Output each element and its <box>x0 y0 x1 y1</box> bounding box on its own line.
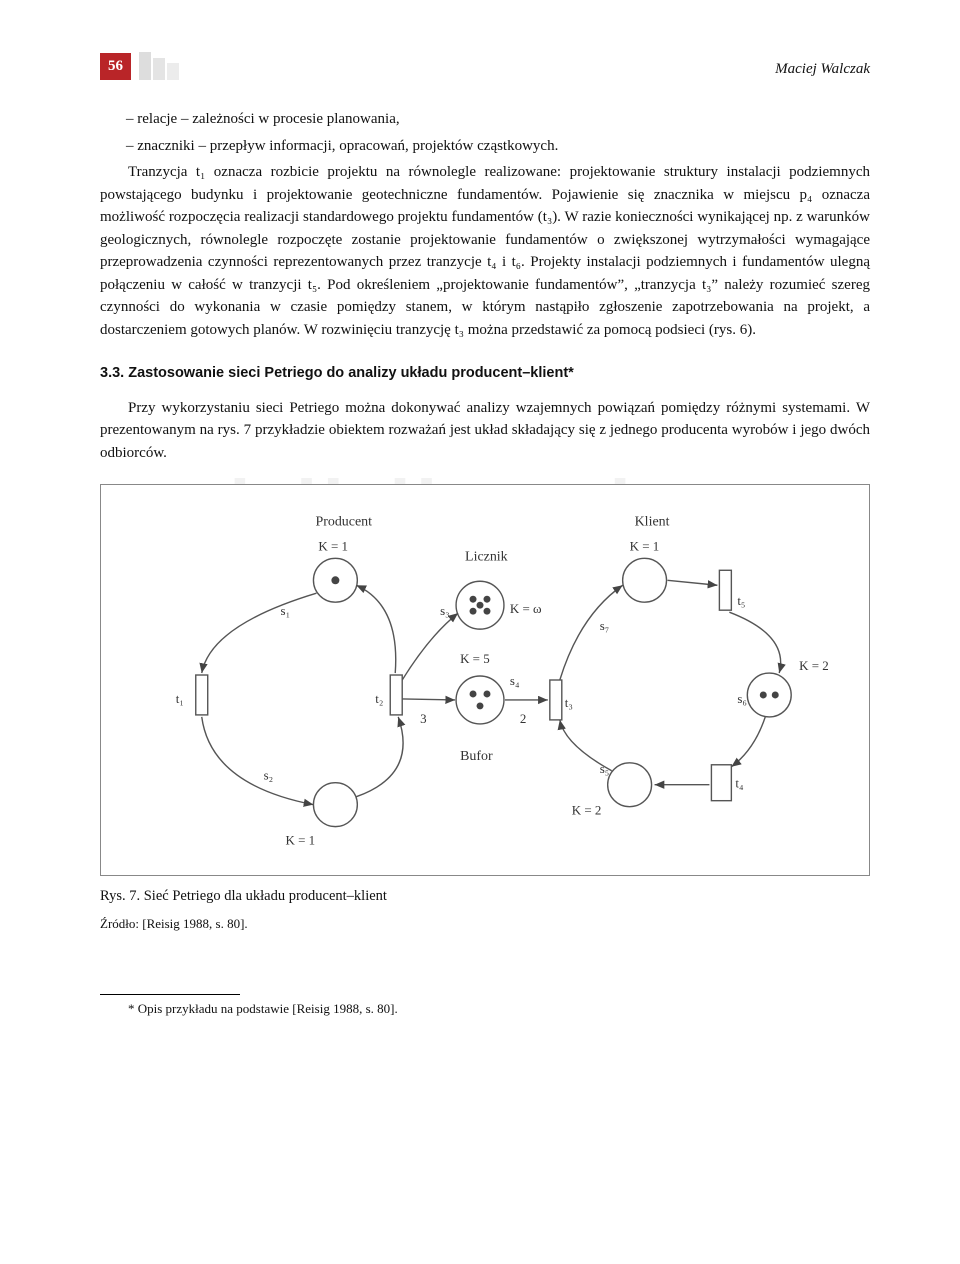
footnote-rule <box>100 994 240 995</box>
label-licznik: Licznik <box>465 550 508 565</box>
page: 56 Maciej Walczak – relacje – zależności… <box>0 0 960 1064</box>
petri-net-svg: Producent Klient K = 1 s₁ s₂ K = 1 t₁ t <box>101 485 869 875</box>
footnote-text: * Opis przykładu na podstawie [Reisig 19… <box>100 999 870 1019</box>
label-arc-2: 2 <box>520 711 526 726</box>
page-header: 56 Maciej Walczak <box>100 40 870 80</box>
bullet-1: – relacje – zależności w procesie planow… <box>100 108 870 131</box>
label-k2-b: K = 2 <box>572 803 602 818</box>
label-k1-c: K = 1 <box>286 833 316 848</box>
label-t5: t₅ <box>737 593 745 608</box>
bullet-2: – znaczniki – przepływ informacji, oprac… <box>100 135 870 158</box>
header-tabs-decoration <box>139 52 181 80</box>
label-s3: s₃ <box>440 603 450 618</box>
section-heading: 3.3. Zastosowanie sieci Petriego do anal… <box>100 363 870 385</box>
label-s4: s₄ <box>510 673 520 688</box>
figure-caption: Rys. 7. Sieć Petriego dla układu produce… <box>100 886 870 908</box>
label-klient: Klient <box>635 515 670 530</box>
label-k-omega: K = ω <box>510 601 542 616</box>
label-k2-a: K = 2 <box>799 658 829 673</box>
paragraph-1: Tranzycja t₁ oznacza rozbicie projektu n… <box>100 161 870 341</box>
label-t1: t₁ <box>176 691 184 706</box>
label-bufor: Bufor <box>460 749 493 764</box>
body-text: – relacje – zależności w procesie planow… <box>100 108 870 1018</box>
label-producent: Producent <box>315 515 372 530</box>
label-s7: s₇ <box>600 618 610 633</box>
label-k1-b: K = 1 <box>630 539 660 554</box>
figure-7-petri-net: Producent Klient K = 1 s₁ s₂ K = 1 t₁ t <box>100 484 870 876</box>
label-k5: K = 5 <box>460 651 490 666</box>
label-t4: t₄ <box>735 776 744 791</box>
label-s2: s₂ <box>264 768 274 783</box>
page-number: 56 <box>100 53 131 80</box>
label-k1-a: K = 1 <box>318 539 348 554</box>
figure-source: Źródło: [Reisig 1988, s. 80]. <box>100 914 870 934</box>
label-t3: t₃ <box>565 695 573 710</box>
paragraph-2: Przy wykorzystaniu sieci Petriego można … <box>100 397 870 465</box>
label-t2: t₂ <box>375 691 383 706</box>
label-arc-3: 3 <box>420 711 426 726</box>
author-name: Maciej Walczak <box>775 58 870 81</box>
label-s6: s₆ <box>737 691 747 706</box>
